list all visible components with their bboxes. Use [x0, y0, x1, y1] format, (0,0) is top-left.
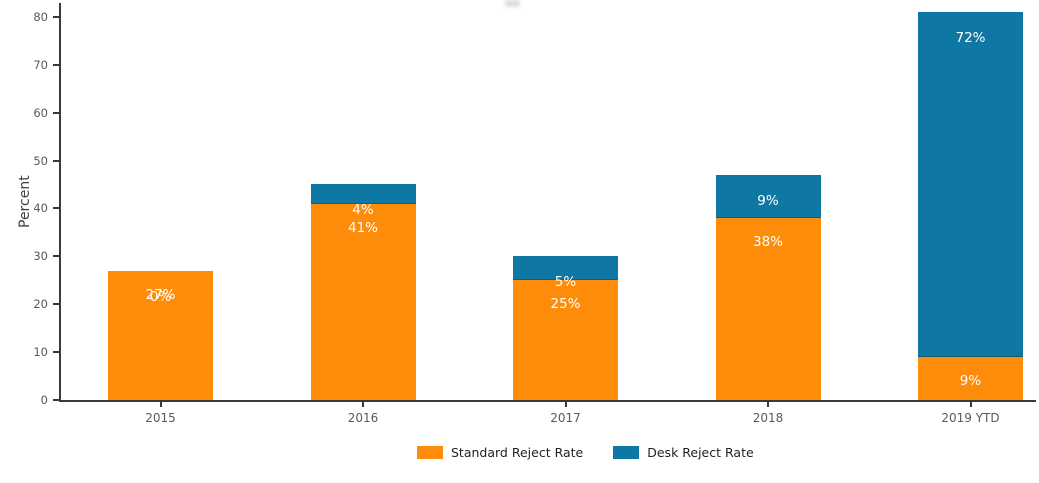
standard-reject-label-2017: 25%	[550, 296, 581, 313]
y-tick-mark	[53, 111, 59, 114]
y-tick-mark	[53, 255, 59, 258]
x-tick-mark	[362, 402, 364, 407]
desk-reject-label-2017: 5%	[554, 274, 577, 291]
legend-swatch-icon	[613, 446, 640, 459]
y-tick-mark	[53, 303, 59, 306]
legend-label: Standard Reject Rate	[451, 445, 584, 460]
x-tick-label-2015: 2015	[145, 411, 176, 425]
legend-swatch-icon	[417, 446, 443, 459]
y-tick-label: 80	[33, 9, 48, 24]
y-axis-line	[59, 3, 61, 402]
y-tick-mark	[53, 399, 59, 401]
bar-segment-desk-2016	[310, 184, 416, 204]
x-tick-label-2017: 2017	[550, 411, 581, 425]
standard-reject-label-2016: 41%	[347, 219, 378, 236]
bar-segment-standard-2016	[310, 203, 416, 400]
desk-reject-label-2019 YTD: 72%	[955, 30, 986, 46]
x-tick-mark	[564, 402, 567, 407]
standard-reject-label-2015: 27%	[145, 286, 176, 303]
x-tick-mark	[159, 402, 162, 407]
standard-reject-label-2019 YTD: 9%	[959, 372, 982, 389]
bar-segment-standard-2018	[715, 217, 821, 400]
x-tick-label-2016: 2016	[347, 411, 379, 425]
y-tick-label: 20	[33, 297, 48, 312]
cropped-title-artifact	[505, 0, 520, 7]
y-tick-label: 40	[33, 201, 48, 216]
y-tick-mark	[53, 15, 59, 18]
y-tick-mark	[53, 351, 59, 354]
legend-item-standard-reject-rate: Standard Reject Rate	[417, 445, 583, 460]
legend-label: Desk Reject Rate	[647, 445, 754, 460]
bar-segment-standard-2015	[108, 270, 213, 400]
bar-segment-desk-2017	[513, 256, 618, 281]
y-tick-label: 70	[33, 57, 48, 72]
legend-item-desk-reject-rate: Desk Reject Rate	[613, 445, 754, 460]
bar-segment-desk-2018	[715, 174, 821, 218]
x-tick-mark	[767, 402, 769, 407]
desk-reject-label-2016: 4%	[352, 202, 374, 219]
bar-segment-standard-2017	[513, 280, 618, 400]
standard-reject-label-2018: 38%	[752, 233, 783, 250]
y-tick-mark	[53, 207, 59, 210]
y-tick-mark	[53, 63, 59, 66]
y-tick-mark	[53, 159, 59, 162]
bar-segment-standard-2019 YTD	[918, 356, 1023, 400]
legend: Standard Reject Rate Desk Reject Rate	[417, 445, 754, 460]
y-tick-label: 50	[33, 153, 48, 168]
x-tick-mark	[969, 402, 972, 407]
desk-reject-label-2015: 0%	[149, 288, 172, 305]
y-tick-label: 60	[33, 105, 48, 120]
x-tick-label-2018: 2018	[752, 411, 784, 425]
x-tick-label-2019 YTD: 2019 YTD	[941, 411, 1000, 425]
x-axis-line	[59, 400, 1036, 402]
y-tick-label: 10	[33, 345, 48, 360]
desk-reject-label-2018: 9%	[757, 192, 779, 209]
y-tick-label: 30	[33, 249, 48, 264]
y-tick-label: 0	[40, 393, 48, 407]
bar-segment-desk-2019 YTD	[918, 12, 1023, 357]
